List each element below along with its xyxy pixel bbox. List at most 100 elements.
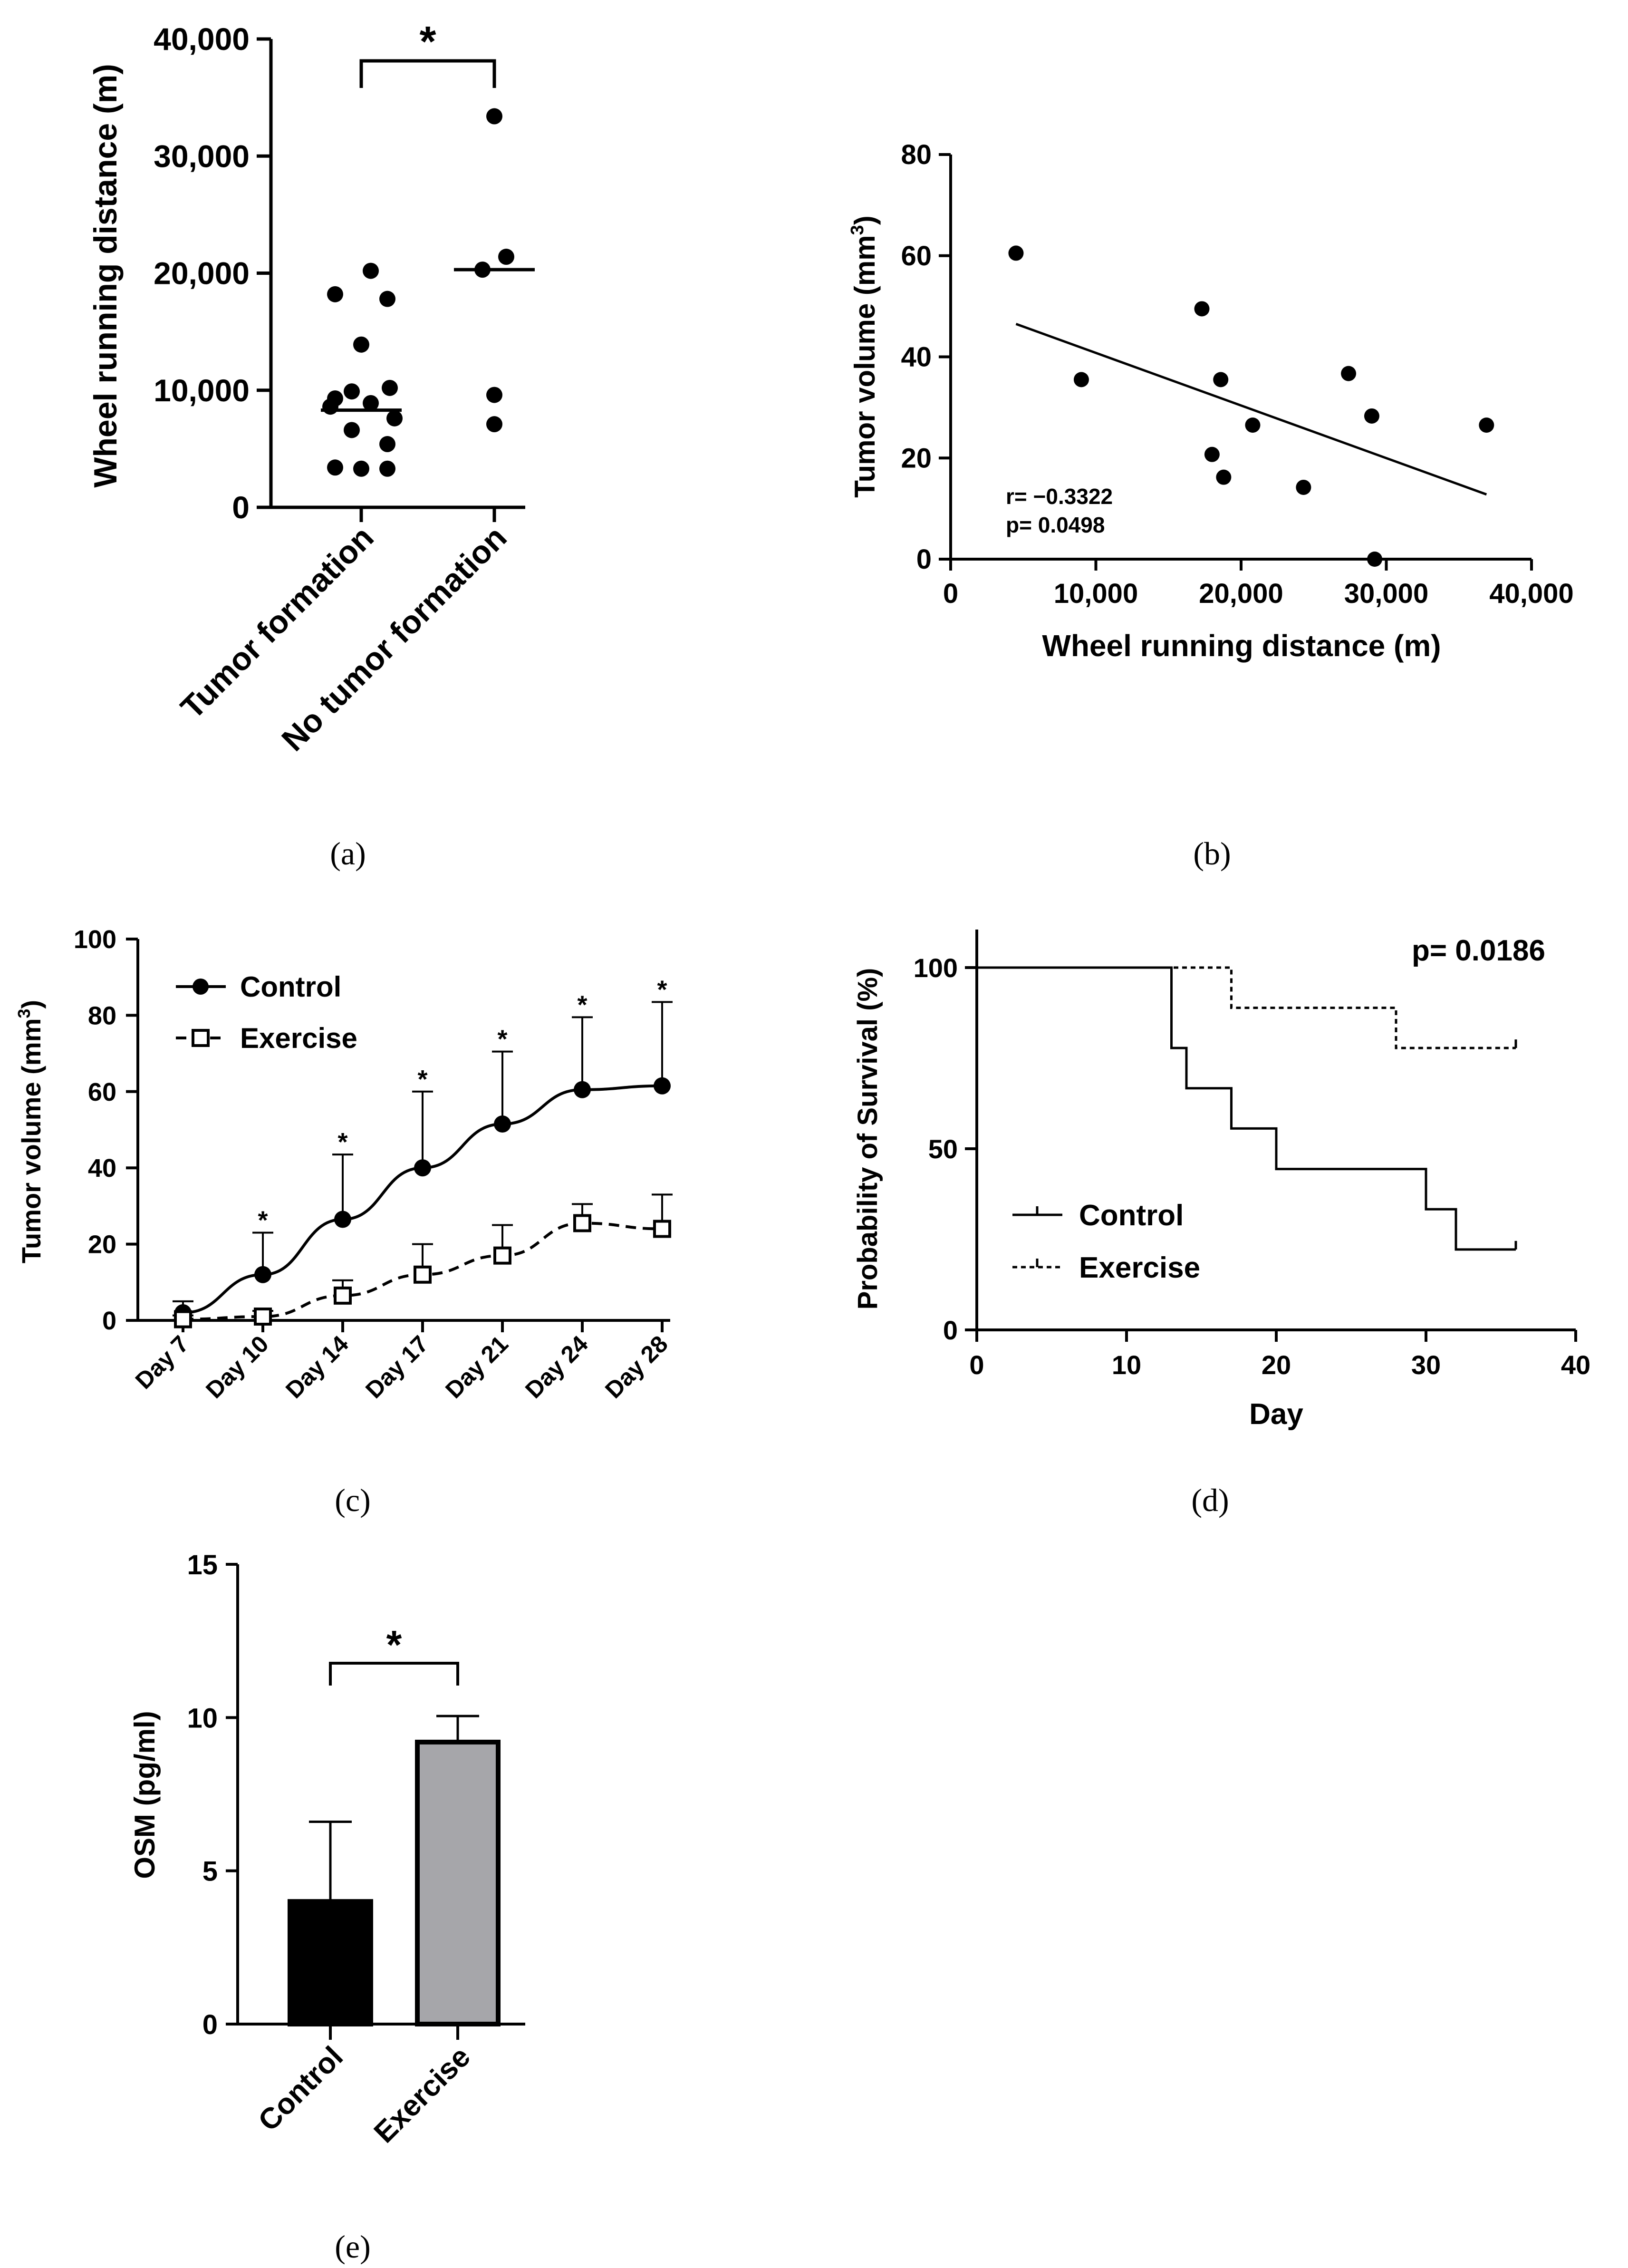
panel-c-significance-star-5: * — [577, 990, 587, 1019]
panel-c-series-lines: * * * * * * — [173, 975, 673, 1328]
panel-d-legend-exercise-label: Exercise — [1079, 1251, 1200, 1284]
panel-a-point-g0-5 — [344, 383, 360, 400]
panel-e-x-tick-label-control: Control — [252, 2040, 349, 2138]
panel-d-x-tick-label-0: 0 — [969, 1350, 984, 1380]
panel-b-caption: (b) — [1193, 835, 1231, 872]
panel-d-survival-curve: 0 50 100 0 10 20 30 40 Probability of Survival… — [852, 930, 1590, 1518]
panel-a-point-g0-8 — [322, 398, 338, 415]
panel-d-caption: (d) — [1191, 1482, 1229, 1518]
panel-c-axes — [136, 939, 670, 1322]
panel-c-x-tick-label-6: Day 28 — [600, 1330, 673, 1404]
panel-a-y-tick-label-2: 20,000 — [154, 256, 250, 291]
panel-a-point-g0-2 — [379, 291, 395, 307]
panel-c-y-tick-label-5: 100 — [74, 925, 116, 954]
panel-d-series-lines — [977, 966, 1517, 1251]
panel-a-significance-star: * — [419, 18, 436, 66]
panel-d-annotation-p: p= 0.0186 — [1412, 934, 1545, 967]
panel-c-marker-s0-5 — [574, 1081, 591, 1098]
panel-b-x-label: Wheel running distance (m) — [1042, 629, 1441, 663]
panel-e-y-tick-label-2: 10 — [187, 1703, 218, 1734]
panel-b-y-ticks: 0 20 40 60 80 — [901, 139, 951, 575]
panel-c-caption: (c) — [335, 1482, 370, 1518]
panel-c-y-label-main: Tumor volume (mm — [16, 1018, 46, 1263]
panel-c-marker-s1-2 — [334, 1286, 352, 1305]
panel-b-correlation-scatter: 0 20 40 60 80 0 10,000 20,000 30,000 40,000 Tumo… — [848, 139, 1574, 872]
panel-b-x-tick-label-0: 0 — [943, 578, 958, 609]
panel-a-points — [321, 108, 535, 477]
panel-c-x-tick-label-0: Day 7 — [130, 1330, 194, 1394]
panel-c-marker-s0-4 — [494, 1115, 511, 1133]
panel-c-legend-exercise-label: Exercise — [240, 1022, 357, 1054]
panel-e-significance-bracket — [329, 1662, 459, 1686]
panel-b-annotation-r: r= −0.3322 — [1006, 484, 1113, 509]
panel-b-points — [1008, 245, 1494, 567]
panel-b-x-tick-label-2: 20,000 — [1199, 578, 1283, 609]
panel-c-marker-s0-6 — [654, 1077, 671, 1095]
panel-d-series-line-0 — [977, 966, 1516, 1251]
panel-b-y-tick-label-0: 0 — [916, 544, 932, 575]
panel-e-osm-bar-chart: 0 5 10 15 OSM (pg/ml) * Control Exercise (e… — [129, 1550, 525, 2265]
panel-b-point-10 — [1367, 552, 1383, 567]
panel-a-point-g1-0 — [486, 108, 502, 125]
panel-a-point-g1-4 — [486, 416, 502, 433]
panel-a-y-tick-label-1: 10,000 — [154, 373, 250, 408]
panel-a-y-tick-label-0: 0 — [232, 490, 250, 525]
panel-a-point-g0-14 — [379, 460, 395, 477]
panel-c-legend: Control Exercise — [176, 971, 357, 1054]
panel-c-y-label-sup: 3 — [14, 1009, 34, 1018]
panel-e-bar-0 — [288, 1899, 373, 2026]
panel-b-point-3 — [1204, 446, 1220, 462]
panel-c-significance-star-3: * — [417, 1065, 427, 1094]
panel-c-marker-s1-3 — [414, 1265, 432, 1284]
panel-c-marker-s1-1 — [254, 1307, 272, 1326]
panel-a-point-g0-3 — [353, 336, 369, 353]
panel-c-marker-s1-6 — [653, 1220, 671, 1238]
panel-d-legend-control-label: Control — [1079, 1199, 1184, 1232]
panel-c-marker-s0-2 — [334, 1211, 351, 1228]
panel-b-x-tick-label-4: 40,000 — [1489, 578, 1573, 609]
panel-a-point-g0-1 — [327, 286, 343, 302]
panel-b-y-tick-label-2: 40 — [901, 342, 932, 373]
panel-b-point-1 — [1073, 372, 1089, 388]
panel-b-annotation-p: p= 0.0498 — [1006, 513, 1105, 537]
panel-c-y-label-close: ) — [16, 1000, 46, 1009]
panel-a-point-g0-13 — [353, 460, 369, 477]
panel-c-x-tick-label-1: Day 10 — [201, 1330, 274, 1404]
panel-d-y-tick-label-0: 0 — [943, 1315, 958, 1345]
panel-d-x-label: Day — [1249, 1398, 1303, 1431]
panel-c-y-tick-label-0: 0 — [102, 1307, 116, 1335]
panel-b-point-5 — [1216, 469, 1232, 485]
panel-d-x-tick-label-4: 40 — [1561, 1350, 1590, 1380]
panel-a-point-g1-1 — [498, 249, 514, 265]
panel-d-x-ticks: 0 10 20 30 40 — [969, 1330, 1590, 1380]
panel-b-x-tick-label-1: 10,000 — [1054, 578, 1138, 609]
panel-a-x-ticks — [359, 507, 496, 522]
panel-b-y-tick-label-3: 60 — [901, 241, 932, 271]
panel-a-caption: (a) — [330, 835, 366, 872]
panel-c-y-ticks: 0 20 40 60 80 100 — [74, 925, 138, 1335]
panel-c-marker-s0-1 — [254, 1266, 271, 1283]
panel-e-y-tick-label-0: 0 — [202, 2009, 218, 2040]
panel-d-y-tick-label-2: 100 — [914, 953, 958, 983]
panel-c-y-tick-label-1: 20 — [88, 1231, 116, 1259]
panel-c-significance-star-4: * — [497, 1025, 507, 1054]
panel-c-marker-s1-4 — [493, 1246, 511, 1265]
panel-e-x-tick-label-exercise: Exercise — [368, 2040, 477, 2149]
panel-c-significance-star-1: * — [258, 1206, 268, 1235]
panel-b-y-tick-label-4: 80 — [901, 139, 932, 170]
panel-b-fit-line — [1015, 323, 1487, 496]
panel-b-point-9 — [1364, 408, 1379, 424]
panel-c-legend-control-marker — [193, 979, 209, 995]
panel-c-y-tick-label-4: 80 — [88, 1001, 116, 1030]
panel-a-y-label: Wheel running distance (m) — [87, 64, 124, 488]
panel-b-x-ticks: 0 10,000 20,000 30,000 40,000 — [943, 559, 1574, 609]
panel-a-y-ticks: 0 10,000 20,000 30,000 40,000 — [154, 21, 271, 525]
panel-a-point-g0-10 — [344, 422, 360, 438]
panel-a-point-g0-11 — [379, 436, 395, 453]
panel-e-bars — [288, 1715, 501, 2027]
panel-c-y-label: Tumor volume (mm3) — [14, 1000, 46, 1263]
panel-a-point-g1-3 — [486, 387, 502, 403]
panel-a-y-tick-label-3: 30,000 — [154, 138, 250, 174]
panel-b-point-0 — [1008, 245, 1024, 261]
